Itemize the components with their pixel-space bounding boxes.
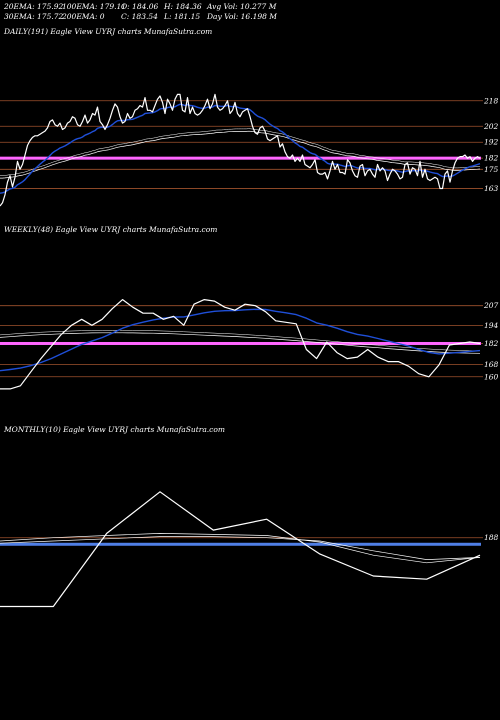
weekly-y-tick-label: 194 (484, 321, 499, 330)
daily-panel: 218 202 192 182 175 163 (0, 93, 499, 207)
daily-ema-fast-line (0, 103, 481, 194)
weekly-highlight-band (0, 341, 481, 345)
monthly-highlight-band (0, 542, 481, 546)
monthly-y-tick-label: 188 (484, 533, 499, 542)
ema30-readout: 30EMA: 175.72 (4, 12, 63, 21)
weekly-y-tick-label: 160 (484, 372, 499, 381)
daily-y-tick-label: 175 (484, 165, 499, 174)
daily-y-tick-label: 192 (484, 138, 499, 147)
weekly-price-line (0, 299, 481, 390)
weekly-ema-fast-line (0, 308, 481, 372)
weekly-ema-slow-line (0, 332, 481, 354)
daily-ema-companion-line (0, 128, 481, 176)
daily-y-tick-label: 218 (483, 96, 499, 105)
daily-price-line (0, 93, 481, 207)
monthly-ema-line-2 (0, 536, 481, 560)
daily-y-tick-label: 182 (484, 154, 499, 163)
low-readout: L: 181.15 (163, 12, 200, 21)
open-readout: O: 184.06 (121, 2, 159, 11)
ema100-readout: 100EMA: 179.11 (62, 2, 126, 11)
daily-ema-slow-line (0, 130, 481, 179)
daily-highlight-band (0, 156, 481, 160)
weekly-panel: 207 194 182 168 160 (0, 299, 499, 390)
indicator-header: 20EMA: 175.92 100EMA: 179.11 O: 184.06 H… (3, 2, 277, 21)
weekly-y-tick-label: 207 (483, 301, 499, 310)
monthly-panel: 188 (0, 491, 499, 608)
monthly-ema-line (0, 533, 481, 564)
weekly-y-tick-label: 182 (484, 339, 499, 348)
ema20-readout: 20EMA: 175.92 (3, 2, 63, 11)
day-volume-readout: Day Vol: 16.198 M (206, 12, 277, 21)
weekly-ema-companion-line (0, 330, 481, 352)
monthly-panel-title: MONTHLY(10) Eagle View UYRJ charts Munaf… (3, 425, 225, 434)
daily-y-tick-label: 163 (484, 184, 499, 193)
monthly-price-line (0, 491, 481, 608)
daily-y-tick-label: 202 (483, 122, 499, 131)
avg-volume-readout: Avg Vol: 10.277 M (206, 2, 277, 11)
weekly-y-tick-label: 168 (484, 360, 499, 369)
daily-panel-title: DAILY(191) Eagle View UYRJ charts Munafa… (3, 27, 212, 36)
ema200-readout: 200EMA: 0 (61, 12, 105, 21)
high-readout: H: 184.36 (163, 2, 202, 11)
close-readout: C: 183.54 (121, 12, 158, 21)
weekly-panel-title: WEEKLY(48) Eagle View UYRJ charts Munafa… (4, 225, 217, 234)
